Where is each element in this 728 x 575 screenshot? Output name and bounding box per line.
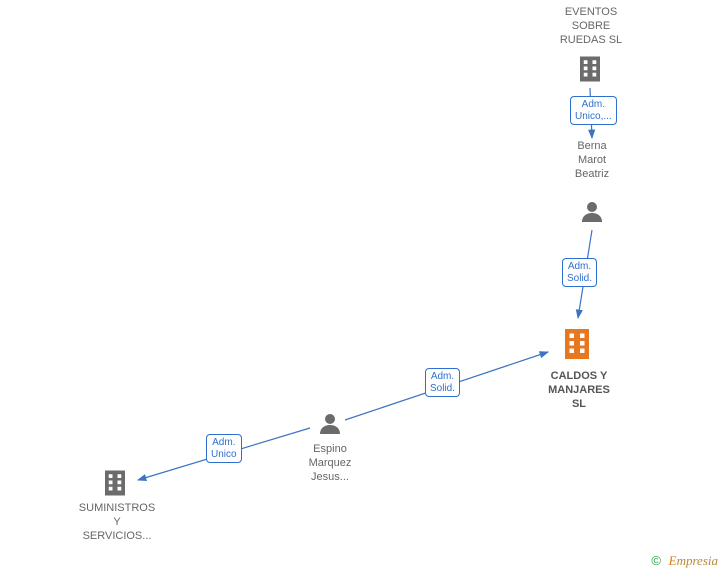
node-label-espino[interactable]: Espino Marquez Jesus... bbox=[302, 443, 358, 484]
node-label-berna[interactable]: Berna Marot Beatriz bbox=[564, 140, 620, 181]
copyright-icon: © bbox=[651, 553, 661, 568]
edge-label-berna-caldos: Adm. Solid. bbox=[562, 258, 597, 287]
edge-label-eventos-berna: Adm. Unico,... bbox=[570, 96, 617, 125]
watermark: © Empresia bbox=[651, 553, 718, 569]
person-icon[interactable] bbox=[580, 200, 604, 229]
node-label-eventos[interactable]: EVENTOS SOBRE RUEDAS SL bbox=[556, 6, 626, 47]
brand-name: Empresia bbox=[669, 553, 718, 568]
building-icon[interactable] bbox=[559, 326, 595, 367]
edge-label-espino-caldos: Adm. Solid. bbox=[425, 368, 460, 397]
node-label-caldos[interactable]: CALDOS Y MANJARES SL bbox=[540, 370, 618, 411]
edge-label-espino-suministros: Adm. Unico bbox=[206, 434, 242, 463]
building-icon[interactable] bbox=[100, 468, 130, 503]
building-icon[interactable] bbox=[575, 54, 605, 89]
person-icon[interactable] bbox=[318, 412, 342, 441]
node-label-suministros[interactable]: SUMINISTROS Y SERVICIOS... bbox=[72, 502, 162, 543]
